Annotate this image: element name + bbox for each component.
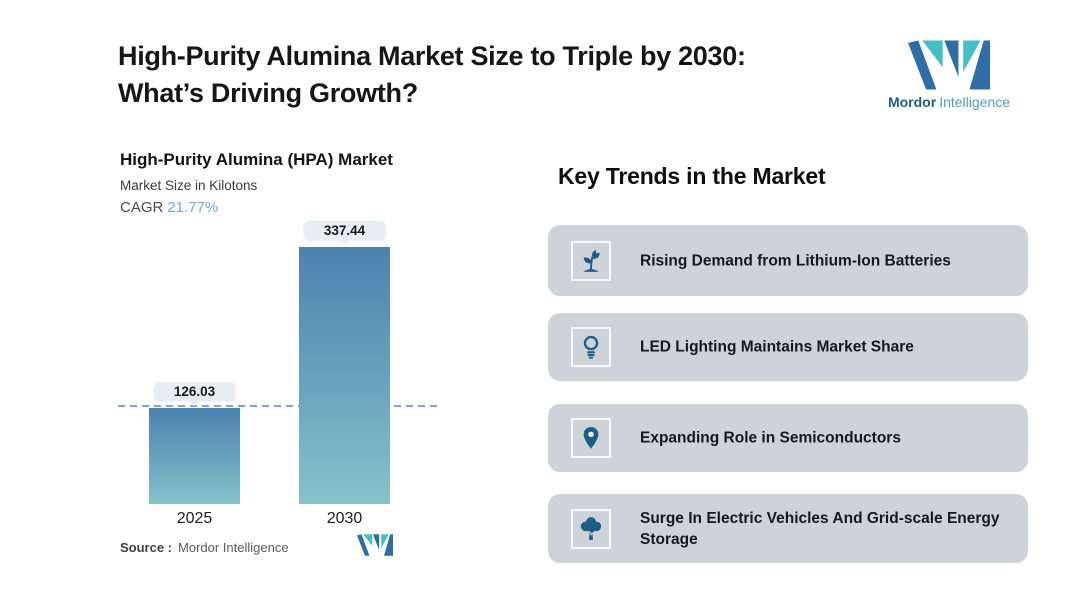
trend-label: Expanding Role in Semiconductors xyxy=(640,429,901,447)
footer-logo xyxy=(357,534,393,556)
trend-card-semiconductors: Expanding Role in Semiconductors xyxy=(548,404,1028,472)
trend-cards: Rising Demand from Lithium-Ion Batteries… xyxy=(548,225,1028,565)
trend-card-led: LED Lighting Maintains Market Share xyxy=(548,313,1028,381)
trend-label: LED Lighting Maintains Market Share xyxy=(640,338,914,356)
mordor-intelligence-logo-icon xyxy=(908,40,990,90)
source-attribution: Source : Mordor Intelligence xyxy=(120,540,289,555)
bar-2025 xyxy=(149,408,240,504)
location-pin-icon xyxy=(583,427,599,449)
bar-group-2025: 126.03 2025 xyxy=(149,210,240,527)
cagr-value: 21.77% xyxy=(167,199,219,216)
source-label: Source : xyxy=(120,540,173,555)
bar-chart: 126.03 2025 337.44 2030 xyxy=(118,210,448,527)
sprout-icon xyxy=(583,249,600,272)
brand-name-bold: Mordor xyxy=(887,94,937,110)
brand-name: Mordor Intelligence xyxy=(884,94,1014,110)
value-label-2025: 126.03 xyxy=(153,382,236,406)
chart-cagr: CAGR 21.77% xyxy=(120,199,218,216)
chart-title: High-Purity Alumina (HPA) Market xyxy=(120,150,393,169)
trends-heading: Key Trends in the Market xyxy=(558,163,826,189)
trend-label: Surge In Electric Vehicles And Grid-scal… xyxy=(640,509,1000,548)
lightbulb-icon xyxy=(583,335,599,359)
source-value: Mordor Intelligence xyxy=(178,540,289,555)
bar-group-2030: 337.44 2030 xyxy=(299,210,390,527)
cagr-label: CAGR xyxy=(120,199,164,216)
axis-label-2025: 2025 xyxy=(176,510,213,527)
brand-name-light: Intelligence xyxy=(939,94,1011,110)
trend-icon-box xyxy=(571,508,611,549)
trend-card-batteries: Rising Demand from Lithium-Ion Batteries xyxy=(548,225,1028,296)
trend-card-ev-storage: Surge In Electric Vehicles And Grid-scal… xyxy=(548,494,1028,563)
trend-icon-box xyxy=(571,327,611,367)
trend-label: Rising Demand from Lithium-Ion Batteries xyxy=(640,252,951,269)
page-title: High-Purity Alumina Market Size to Tripl… xyxy=(118,41,746,108)
chart-subtitle: Market Size in Kilotons xyxy=(120,178,258,193)
mordor-intelligence-mini-logo-icon xyxy=(357,534,393,556)
bar-2030 xyxy=(299,247,390,504)
value-label-2030: 337.44 xyxy=(303,221,386,245)
trend-icon-box xyxy=(571,240,611,281)
reference-dashed-line xyxy=(118,405,442,407)
trend-icon-box xyxy=(571,418,611,458)
tree-icon xyxy=(580,516,602,540)
brand-logo: Mordor Intelligence xyxy=(884,40,1014,110)
axis-label-2030: 2030 xyxy=(326,510,363,527)
